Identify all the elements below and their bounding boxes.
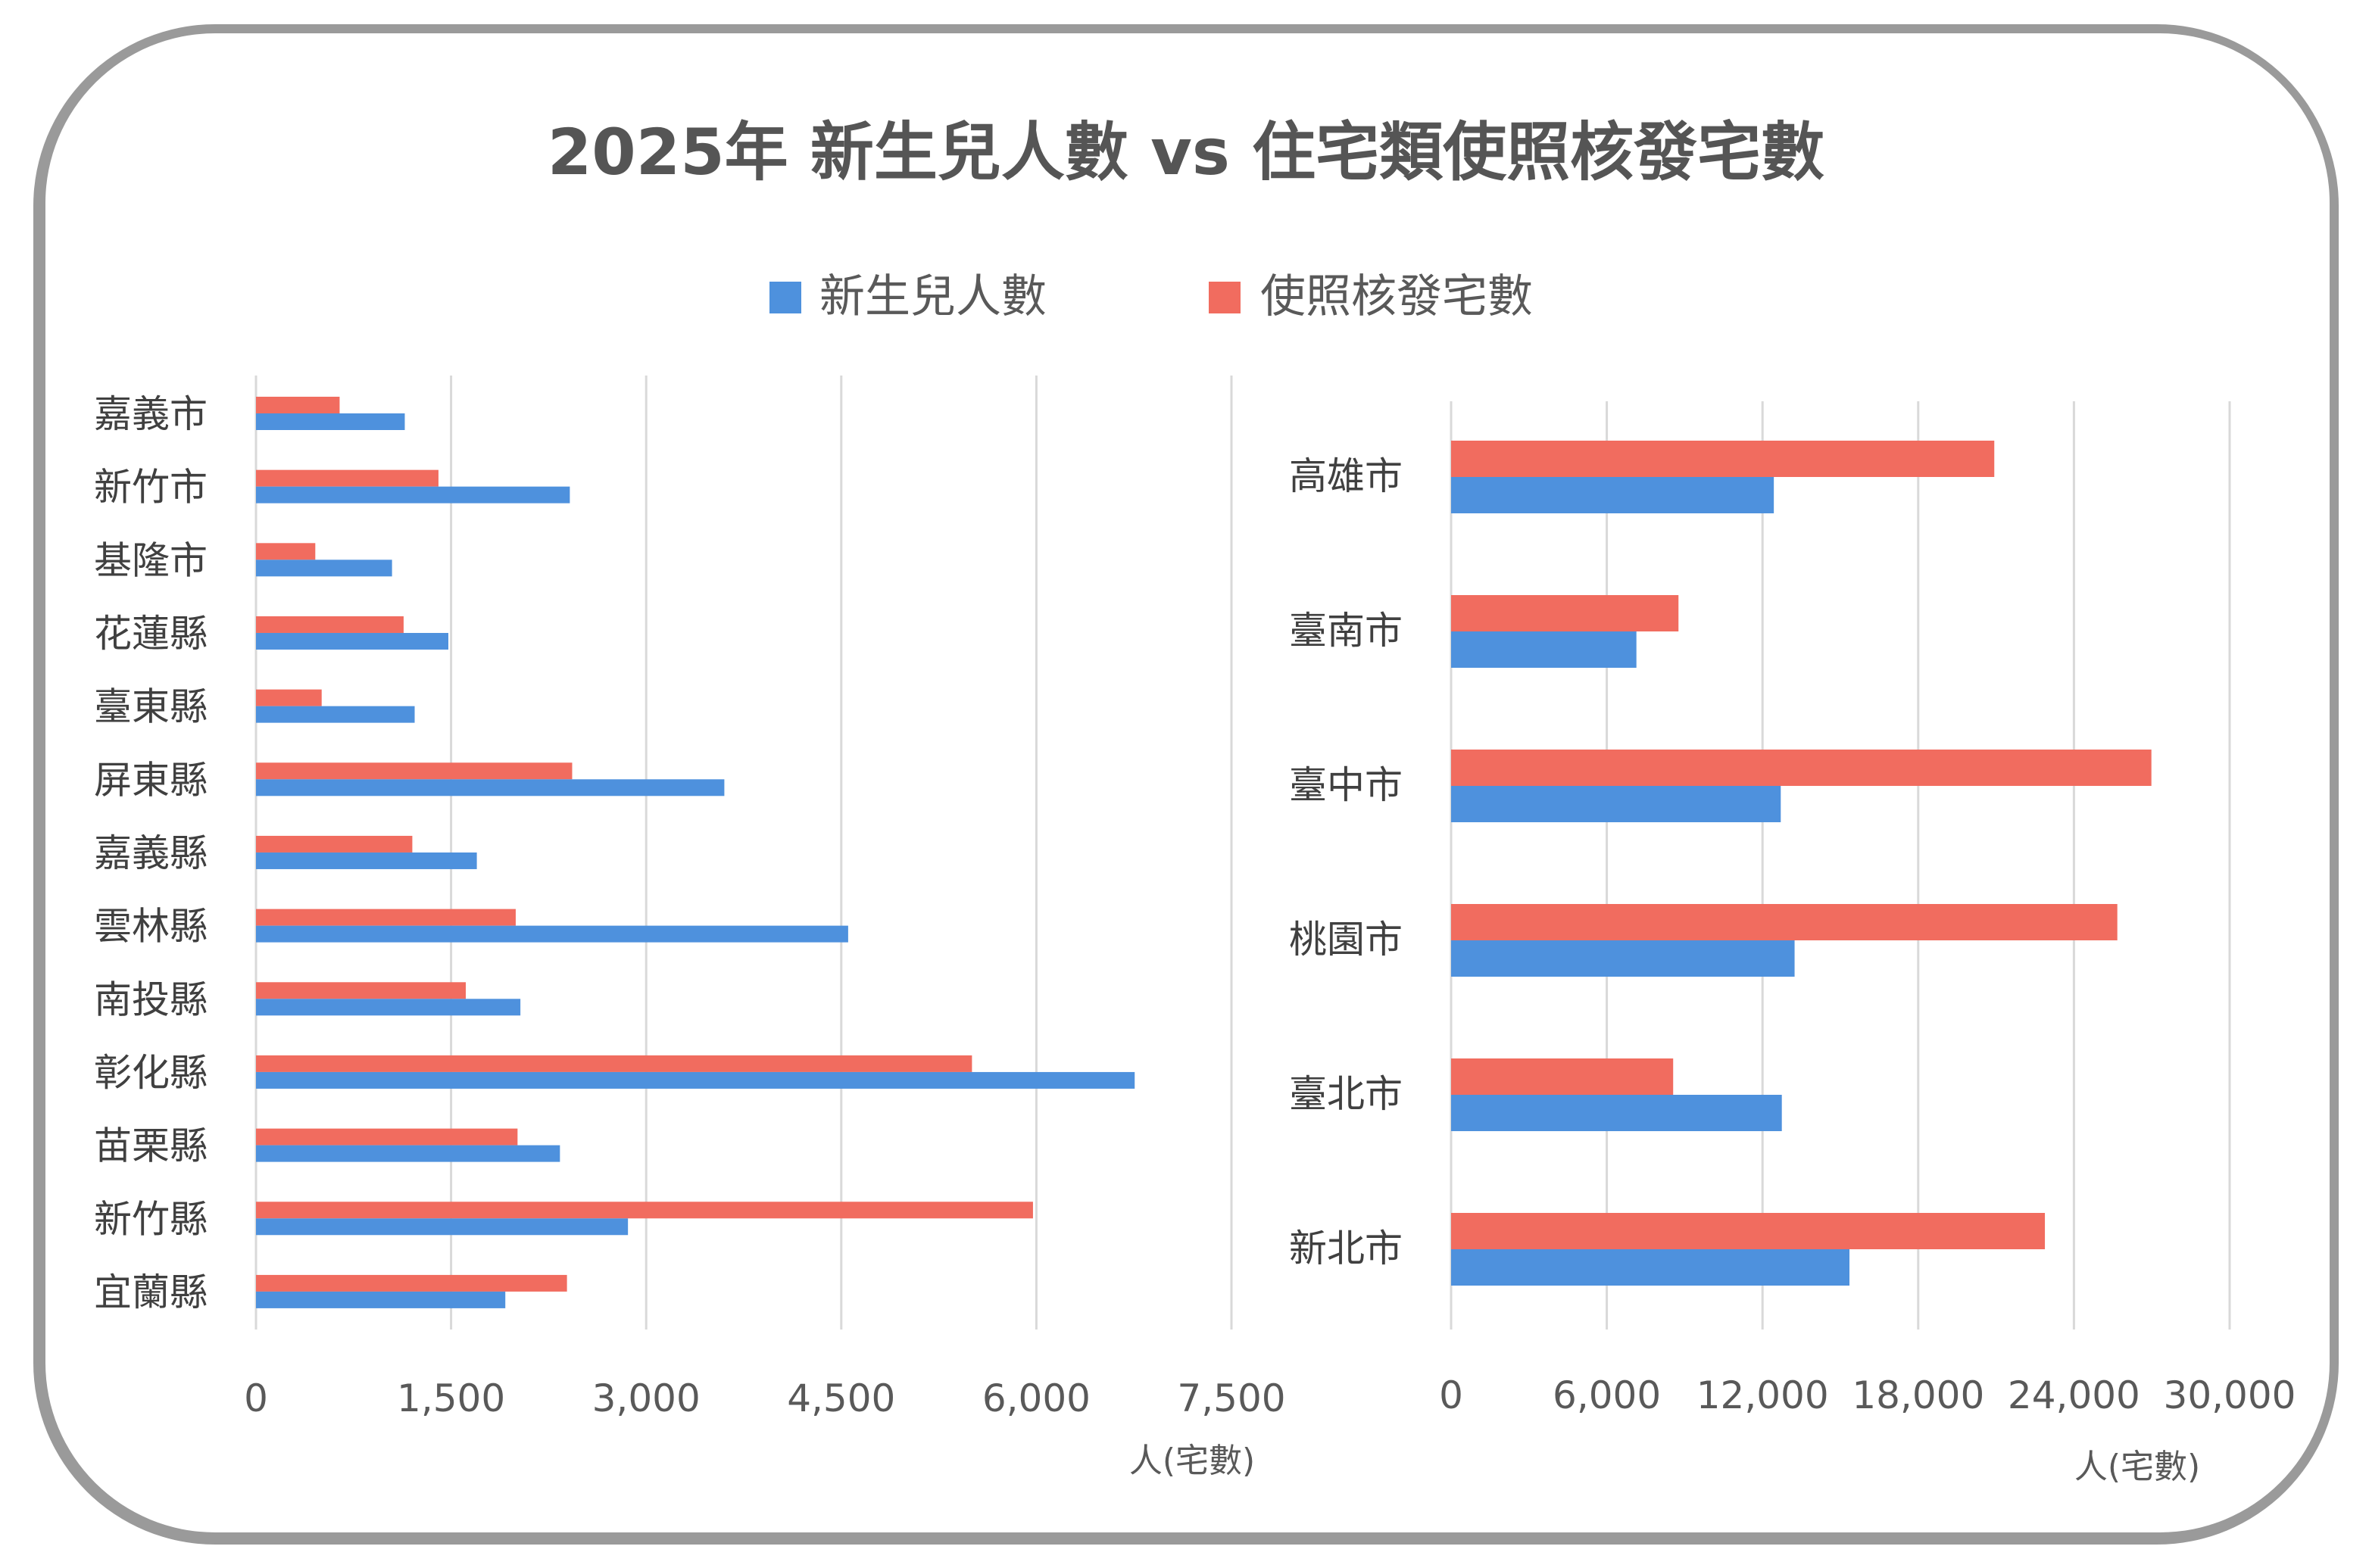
- bar-births: [256, 1291, 506, 1308]
- x-tick-label: 3,000: [592, 1376, 701, 1420]
- bar-births: [1451, 477, 1774, 513]
- category-label: 嘉義縣: [94, 831, 208, 875]
- bar-births: [256, 925, 848, 943]
- bar-permits: [256, 762, 573, 780]
- x-tick-label: 1,500: [397, 1376, 505, 1420]
- category-label: 新竹縣: [94, 1197, 208, 1241]
- category-label: 嘉義市: [94, 392, 208, 436]
- category-label: 苗栗縣: [94, 1124, 208, 1168]
- bar-permits: [1451, 1213, 2046, 1249]
- bar-permits: [256, 1274, 567, 1292]
- category-label: 臺中市: [1289, 763, 1403, 807]
- bar-births: [256, 1218, 629, 1236]
- bar-births: [256, 706, 415, 723]
- category-label: 新北市: [1289, 1227, 1403, 1270]
- category-label: 宜蘭縣: [94, 1270, 208, 1314]
- bar-permits: [256, 1128, 518, 1146]
- legend: 新生兒人數 使照核發宅數: [769, 270, 1533, 323]
- x-tick-label: 24,000: [2008, 1373, 2140, 1417]
- bar-births: [256, 413, 405, 430]
- category-label: 花蓮縣: [94, 612, 208, 656]
- category-label: 彰化縣: [94, 1051, 208, 1095]
- bar-births: [256, 779, 725, 796]
- bar-permits: [1451, 595, 1679, 631]
- bar-permits: [256, 835, 413, 853]
- x-tick-label: 0: [244, 1376, 268, 1420]
- bar-permits: [256, 397, 340, 413]
- category-label: 臺北市: [1289, 1072, 1403, 1116]
- category-label: 南投縣: [94, 977, 208, 1021]
- x-tick-label: 12,000: [1696, 1373, 1829, 1417]
- bar-permits: [256, 689, 322, 706]
- bar-births: [1451, 786, 1781, 822]
- category-label: 新竹市: [94, 466, 208, 510]
- category-label: 屏東縣: [94, 758, 208, 802]
- category-label: 桃園市: [1289, 918, 1403, 962]
- category-label: 臺東縣: [94, 685, 208, 729]
- bar-births: [1451, 1095, 1782, 1131]
- card: [45, 33, 2330, 1532]
- bar-births: [256, 1145, 560, 1162]
- x-tick-label: 0: [1439, 1373, 1463, 1417]
- x-tick-label: 18,000: [1852, 1373, 1984, 1417]
- chart-title: 2025年 新生兒人數 vs 住宅類使照核發宅數: [548, 115, 1824, 189]
- bar-births: [256, 632, 448, 650]
- bar-permits: [1451, 441, 1995, 477]
- bar-births: [256, 486, 570, 503]
- legend-label-permits: 使照核發宅數: [1260, 270, 1533, 323]
- legend-swatch-permits: [1209, 282, 1241, 313]
- bar-births: [1451, 940, 1795, 977]
- x-tick-label: 30,000: [2164, 1373, 2296, 1417]
- bar-permits: [256, 909, 516, 926]
- bar-permits: [256, 982, 467, 999]
- bar-permits: [1451, 904, 2118, 940]
- bar-births: [256, 560, 392, 577]
- bar-permits: [1451, 1058, 1674, 1095]
- x-tick-label: 6,000: [982, 1376, 1091, 1420]
- bar-births: [1451, 1249, 1849, 1286]
- bar-permits: [256, 616, 404, 633]
- bar-births: [256, 1071, 1135, 1089]
- bar-permits: [256, 543, 316, 560]
- legend-label-births: 新生兒人數: [819, 270, 1047, 323]
- bar-permits: [256, 469, 439, 487]
- left-chart: 0 1,500 3,000 4,500 6,000 7,500 人(宅數) 嘉義市新竹市基隆市…: [94, 376, 1286, 1480]
- x-axis-unit-label: 人(宅數): [2074, 1448, 2200, 1486]
- x-tick-label: 6,000: [1553, 1373, 1661, 1417]
- legend-swatch-births: [769, 282, 801, 313]
- bar-permits: [1451, 750, 2152, 786]
- category-label: 雲林縣: [94, 905, 208, 949]
- category-label: 高雄市: [1289, 454, 1403, 498]
- category-label: 基隆市: [94, 538, 208, 582]
- x-axis-unit-label: 人(宅數): [1129, 1442, 1255, 1480]
- bar-births: [1451, 631, 1637, 668]
- bar-births: [256, 999, 521, 1016]
- category-label: 臺南市: [1289, 609, 1403, 653]
- bar-births: [256, 852, 477, 869]
- right-chart: 0 6,000 12,000 18,000 24,000 30,000 人(宅數) 高雄市臺南…: [1289, 401, 2296, 1486]
- x-tick-label: 7,500: [1177, 1376, 1285, 1420]
- x-tick-label: 4,500: [787, 1376, 895, 1420]
- bar-permits: [256, 1202, 1033, 1219]
- bar-permits: [256, 1055, 972, 1072]
